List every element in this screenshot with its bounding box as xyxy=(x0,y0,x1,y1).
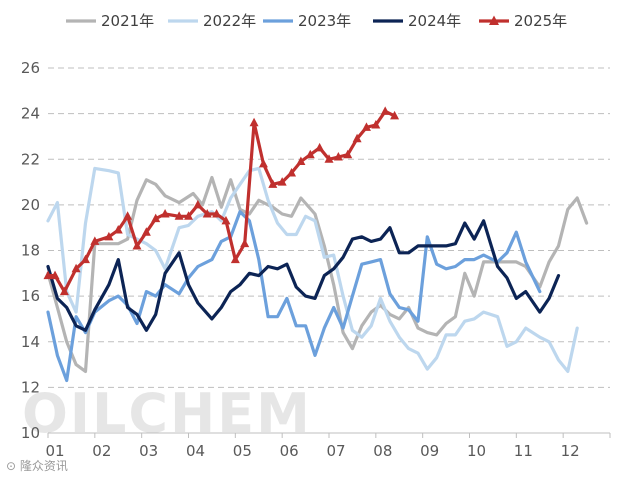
data-point-marker xyxy=(104,231,114,241)
legend-label: 2025年 xyxy=(514,12,567,30)
y-tick-label: 12 xyxy=(21,378,40,396)
data-point-marker xyxy=(324,154,334,163)
x-axis: 01 02 03 04 05 06 07 08 09 10 11 12 xyxy=(45,432,611,460)
series-3 xyxy=(46,219,561,332)
legend-label: 2023年 xyxy=(298,12,351,30)
legend-item: 2024年 xyxy=(373,12,461,30)
data-point-marker xyxy=(258,158,268,168)
source-logo-text: ⊙ 隆众资讯 xyxy=(6,458,68,473)
x-tick-label: 09 xyxy=(420,442,439,460)
legend-label: 2021年 xyxy=(101,12,154,30)
watermark-text: OILCHEM xyxy=(22,382,312,445)
x-tick-label: 02 xyxy=(92,442,111,460)
legend-item: 2023年 xyxy=(263,12,351,30)
x-tick-label: 04 xyxy=(186,442,205,460)
data-point-marker xyxy=(174,211,184,220)
y-tick-label: 24 xyxy=(21,105,40,123)
y-tick-label: 20 xyxy=(21,196,40,214)
data-point-marker xyxy=(212,209,222,218)
legend: 2021年 2022年 2023年 2024年 2025年 xyxy=(66,12,567,30)
x-tick-label: 05 xyxy=(233,442,252,460)
y-tick-label: 18 xyxy=(21,242,40,260)
data-point-marker xyxy=(141,227,151,236)
data-point-marker xyxy=(132,240,142,250)
x-tick-label: 01 xyxy=(45,442,64,460)
data-point-marker xyxy=(59,286,69,296)
data-point-marker xyxy=(151,213,161,223)
y-tick-label: 26 xyxy=(21,59,40,77)
legend-marker xyxy=(489,15,499,25)
data-point-marker xyxy=(184,211,193,220)
y-tick-label: 10 xyxy=(21,424,40,442)
data-point-marker xyxy=(123,211,133,220)
series-4 xyxy=(43,106,400,296)
data-point-marker xyxy=(160,209,170,218)
data-point-marker xyxy=(193,199,203,209)
data-point-marker xyxy=(268,179,278,188)
data-point-marker xyxy=(371,120,381,129)
legend-label: 2024年 xyxy=(408,12,461,30)
data-point-marker xyxy=(305,149,315,159)
legend-item: 2021年 xyxy=(66,12,154,30)
x-tick-label: 07 xyxy=(326,442,345,460)
data-point-marker xyxy=(390,110,400,120)
data-point-marker xyxy=(296,156,306,166)
data-point-marker xyxy=(352,133,362,143)
y-axis: 10 12 14 16 18 20 22 24 26 xyxy=(21,59,40,442)
series-line xyxy=(46,166,579,373)
data-point-marker xyxy=(240,238,250,248)
data-point-marker xyxy=(71,263,81,273)
series-line xyxy=(46,219,561,332)
data-point-marker xyxy=(202,209,212,218)
watermark: OILCHEM xyxy=(22,382,312,445)
x-tick-label: 03 xyxy=(139,442,158,460)
y-tick-label: 22 xyxy=(21,150,40,168)
series-lines xyxy=(43,106,589,383)
x-tick-label: 12 xyxy=(561,442,580,460)
x-tick-label: 10 xyxy=(467,442,486,460)
data-point-marker xyxy=(333,151,343,161)
data-point-marker xyxy=(343,149,353,159)
data-point-marker xyxy=(80,254,90,264)
data-point-marker xyxy=(380,106,390,115)
data-point-marker xyxy=(277,177,287,186)
data-point-marker xyxy=(315,142,325,152)
data-point-marker xyxy=(361,122,371,131)
y-tick-label: 14 xyxy=(21,333,40,351)
data-point-marker xyxy=(43,270,53,280)
data-point-marker xyxy=(90,236,100,245)
data-point-marker xyxy=(230,254,240,264)
data-point-marker xyxy=(287,167,297,177)
data-point-marker xyxy=(221,215,231,225)
legend-item: 2025年 xyxy=(479,12,567,30)
series-line xyxy=(46,109,397,294)
legend-label: 2022年 xyxy=(203,12,256,30)
series-1 xyxy=(46,166,579,373)
legend-item: 2022年 xyxy=(168,12,256,30)
x-tick-label: 06 xyxy=(280,442,299,460)
x-tick-label: 11 xyxy=(514,442,533,460)
data-point-marker xyxy=(113,224,123,234)
data-point-marker xyxy=(249,117,259,127)
x-tick-label: 08 xyxy=(373,442,392,460)
y-tick-label: 16 xyxy=(21,287,40,305)
data-point-marker xyxy=(50,270,60,280)
